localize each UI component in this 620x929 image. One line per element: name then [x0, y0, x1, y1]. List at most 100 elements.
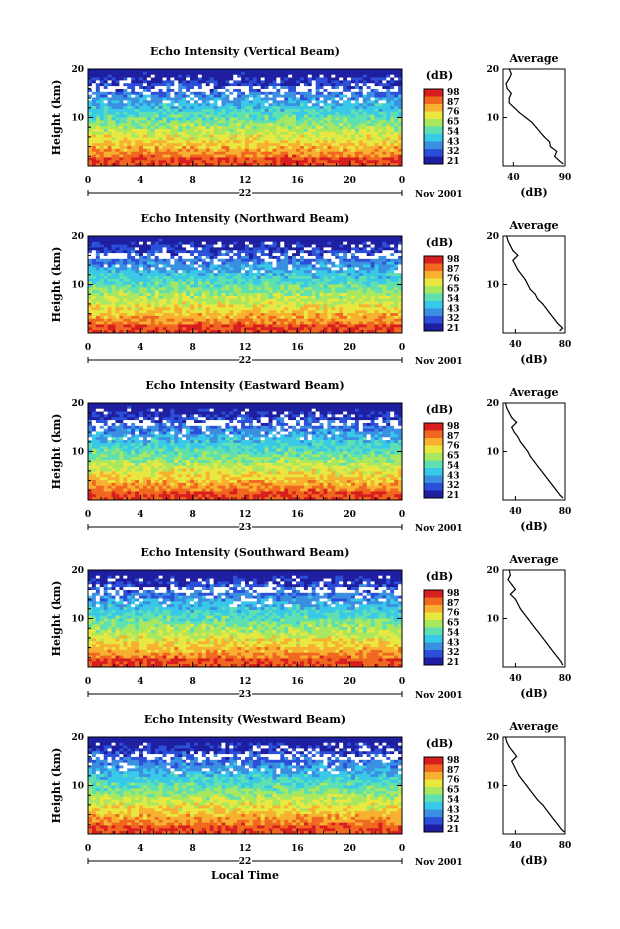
heatmap-cell [323, 287, 328, 291]
heatmap-cell [327, 295, 332, 300]
heatmap-cell [378, 134, 383, 138]
heatmap-cell [252, 94, 258, 98]
heatmap-cell [299, 258, 305, 262]
heatmap-cell [390, 100, 395, 104]
heatmap-cell [237, 244, 242, 248]
heatmap-cell [394, 83, 399, 87]
heatmap-cell [111, 80, 116, 84]
heatmap-cell [370, 69, 375, 73]
colorbar-label: (dB) [426, 69, 453, 82]
heatmap-cell [268, 267, 273, 271]
heatmap-cell [225, 157, 230, 161]
heatmap-cell [178, 126, 183, 130]
colorbar-segment [424, 109, 443, 112]
heatmap-cell [158, 143, 163, 147]
heatmap-cell [315, 151, 320, 155]
heatmap-cell [123, 154, 128, 158]
heatmap-cell [154, 290, 159, 294]
heatmap-cell [241, 86, 246, 90]
heatmap-cell [311, 255, 316, 260]
heatmap-cell [347, 275, 352, 280]
heatmap-cell [256, 310, 261, 314]
heatmap-cell [193, 154, 199, 158]
heatmap-cell [248, 267, 254, 271]
heatmap-cell [378, 126, 383, 130]
heatmap-cell [256, 94, 261, 98]
heatmap-cell [123, 83, 128, 87]
heatmap-cell [115, 151, 120, 155]
heatmap-cell [256, 307, 261, 311]
heatmap-cell [111, 301, 116, 305]
heatmap-cell [354, 284, 360, 288]
heatmap-cell [107, 304, 112, 308]
heatmap-cell [166, 134, 171, 138]
heatmap-cell [193, 103, 199, 107]
heatmap-cell [276, 88, 281, 93]
heatmap-cell [307, 83, 313, 87]
heatmap-cell [107, 157, 112, 161]
heatmap-cell [217, 123, 222, 127]
heatmap-cell [303, 146, 309, 150]
heatmap-cell [193, 131, 199, 135]
heatmap-cell [382, 140, 387, 144]
heatmap-cell [386, 244, 391, 248]
heatmap-cell [225, 160, 230, 164]
heatmap-cell [166, 94, 171, 98]
heatmap-cell [115, 140, 120, 144]
heatmap-cell [131, 290, 136, 294]
heatmap-cell [139, 253, 144, 257]
heatmap-cell [256, 273, 261, 277]
heatmap-cell [288, 250, 293, 254]
heatmap-cell [339, 290, 344, 294]
heatmap-cell [331, 293, 336, 297]
heatmap-cell [323, 123, 328, 127]
heatmap-cell [197, 74, 203, 78]
colorbar-segment [424, 131, 443, 135]
heatmap-cell [115, 253, 120, 257]
heatmap-cell [131, 293, 136, 297]
heatmap-cell [311, 160, 316, 164]
heatmap-cell [178, 69, 183, 73]
heatmap-cell [311, 137, 316, 141]
heatmap-cell [162, 275, 167, 280]
heatmap-cell [221, 307, 226, 311]
heatmap-cell [139, 97, 144, 101]
heatmap-cell [170, 267, 175, 271]
heatmap-cell [252, 108, 258, 113]
heatmap-cell [390, 264, 395, 268]
heatmap-cell [186, 236, 191, 240]
heatmap-cell [374, 261, 379, 265]
heatmap-cell [276, 108, 281, 113]
heatmap-cell [347, 250, 352, 254]
heatmap-cell [264, 261, 269, 265]
heatmap-cell [248, 100, 254, 104]
heatmap-cell [292, 287, 297, 291]
heatmap-cell [95, 157, 101, 161]
heatmap-cell [139, 284, 144, 288]
heatmap-cell [115, 284, 120, 288]
heatmap-cell [327, 103, 332, 107]
heatmap-cell [347, 238, 352, 242]
heatmap-cell [229, 275, 234, 280]
heatmap-cell [91, 275, 97, 280]
heatmap-cell [205, 108, 210, 113]
heatmap-cell [186, 281, 191, 285]
heatmap-cell [241, 284, 246, 288]
heatmap-cell [88, 94, 93, 98]
heatmap-cell [390, 69, 395, 73]
heatmap-cell [119, 304, 124, 308]
heatmap-cell [197, 295, 203, 300]
heatmap-cell [154, 281, 159, 285]
heatmap-cell [178, 83, 183, 87]
heatmap-cell [95, 148, 101, 153]
heatmap-cell [276, 290, 281, 294]
heatmap-cell [386, 71, 391, 75]
heatmap-cell [264, 307, 269, 311]
heatmap-cell [292, 88, 297, 93]
heatmap-cell [88, 80, 93, 84]
heatmap-cell [264, 103, 269, 107]
heatmap-cell [374, 88, 379, 93]
heatmap-cell [209, 120, 214, 124]
heatmap-cell [315, 83, 320, 87]
heatmap-cell [154, 131, 159, 135]
